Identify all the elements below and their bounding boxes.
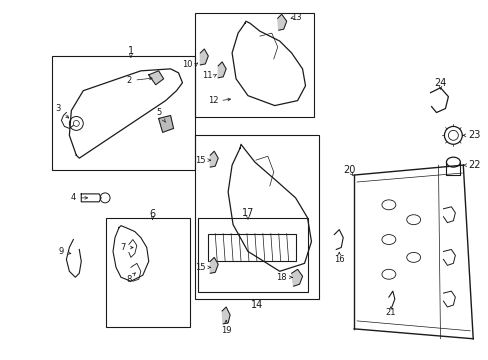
Polygon shape xyxy=(222,307,230,324)
Text: 13: 13 xyxy=(291,13,301,22)
Polygon shape xyxy=(200,49,208,65)
Polygon shape xyxy=(210,257,218,273)
Text: 9: 9 xyxy=(59,247,71,256)
Text: 19: 19 xyxy=(221,320,231,335)
Text: 24: 24 xyxy=(433,78,446,88)
Text: 17: 17 xyxy=(241,208,254,218)
Text: 11: 11 xyxy=(202,71,212,80)
Text: 16: 16 xyxy=(333,255,344,264)
Bar xyxy=(208,234,295,261)
Polygon shape xyxy=(148,71,163,85)
Bar xyxy=(195,13,314,117)
Text: 4: 4 xyxy=(71,193,87,202)
Text: 21: 21 xyxy=(385,309,395,318)
Text: 8: 8 xyxy=(126,273,135,284)
Text: 14: 14 xyxy=(250,300,263,310)
Bar xyxy=(51,56,195,170)
Polygon shape xyxy=(218,62,225,78)
Text: 18: 18 xyxy=(276,273,292,282)
Bar xyxy=(195,135,319,299)
Text: 12: 12 xyxy=(207,96,218,105)
Bar xyxy=(198,218,307,292)
Text: 3: 3 xyxy=(56,104,69,118)
Text: 10: 10 xyxy=(182,60,192,69)
Text: 7: 7 xyxy=(120,243,133,252)
Polygon shape xyxy=(210,151,218,167)
Text: 1: 1 xyxy=(127,46,134,56)
Bar xyxy=(106,218,190,327)
Text: 22: 22 xyxy=(468,160,480,170)
Text: 6: 6 xyxy=(149,209,156,219)
Text: 15: 15 xyxy=(194,156,205,165)
Text: 15: 15 xyxy=(194,263,205,272)
Polygon shape xyxy=(277,14,286,30)
Polygon shape xyxy=(291,269,302,286)
Text: 23: 23 xyxy=(468,130,480,140)
Text: 20: 20 xyxy=(342,165,355,175)
Text: 2: 2 xyxy=(126,76,152,85)
Polygon shape xyxy=(158,116,173,132)
Text: 5: 5 xyxy=(156,108,165,122)
